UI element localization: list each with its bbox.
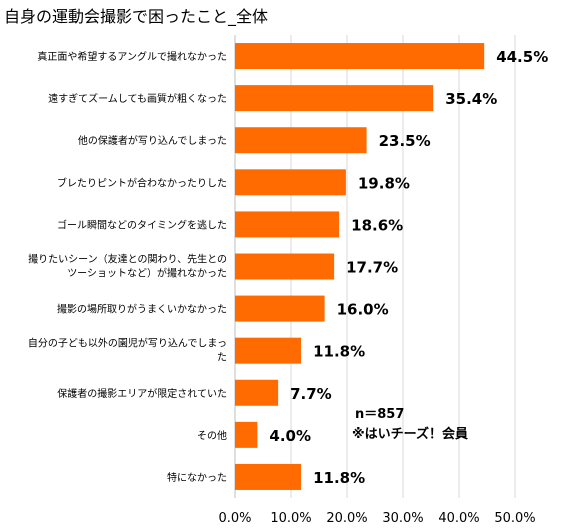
x-tick-label: 50.0% <box>494 511 535 526</box>
category-label: 特になかった <box>167 472 227 484</box>
category-label: 自分の子ども以外の園児が写り込んでしまっ <box>28 337 227 350</box>
data-label: 35.4% <box>445 90 497 108</box>
category-label: 撮りたいシーン（友達との関わり、先生との <box>28 253 227 266</box>
bar <box>235 337 302 364</box>
x-tick-label: 0.0% <box>218 511 251 526</box>
category-label: 撮影の場所取りがうまくいかなかった <box>57 303 227 316</box>
data-label: 18.6% <box>351 216 403 234</box>
category-label: ゴール瞬間などのタイミングを逃した <box>57 218 227 231</box>
x-tick-label: 30.0% <box>382 511 423 526</box>
sample-size-note: n＝857 <box>355 407 404 422</box>
category-label: 他の保護者が写り込んでしまった <box>78 134 227 147</box>
category-label: 遠すぎてズームしても画質が粗くなった <box>48 92 227 105</box>
bar <box>235 211 340 238</box>
data-label: 7.7% <box>290 385 332 403</box>
bar <box>235 85 434 112</box>
chart-title: 自身の運動会撮影で困ったこと_全体 <box>4 7 269 26</box>
data-label: 19.8% <box>358 174 410 192</box>
category-label: ブレたりピントが合わなかったりした <box>57 176 227 189</box>
data-label: 44.5% <box>496 48 548 66</box>
x-tick-label: 20.0% <box>326 511 367 526</box>
data-label: 11.8% <box>313 343 365 361</box>
bar <box>235 43 485 70</box>
bar <box>235 463 302 490</box>
bar <box>235 127 367 154</box>
x-tick-label: 40.0% <box>438 511 479 526</box>
category-label: 真正面や希望するアングルで撮れなかった <box>37 50 227 63</box>
data-label: 23.5% <box>379 132 431 150</box>
data-label: 11.8% <box>313 469 365 487</box>
data-label: 4.0% <box>269 427 311 445</box>
category-label: た <box>217 352 227 364</box>
category-label: 保護者の撮影エリアが限定されていた <box>57 387 227 400</box>
bar <box>235 295 325 322</box>
bar <box>235 169 346 196</box>
bar <box>235 253 335 280</box>
category-label: ツーショットなど）が撮れなかった <box>67 267 227 280</box>
x-tick-label: 10.0% <box>270 511 311 526</box>
category-label: その他 <box>197 429 227 442</box>
bar <box>235 421 258 448</box>
bar <box>235 379 279 406</box>
data-label: 16.0% <box>337 301 389 319</box>
data-label: 17.7% <box>346 259 398 277</box>
member-note: ※はいチーズ！会員 <box>352 426 468 442</box>
